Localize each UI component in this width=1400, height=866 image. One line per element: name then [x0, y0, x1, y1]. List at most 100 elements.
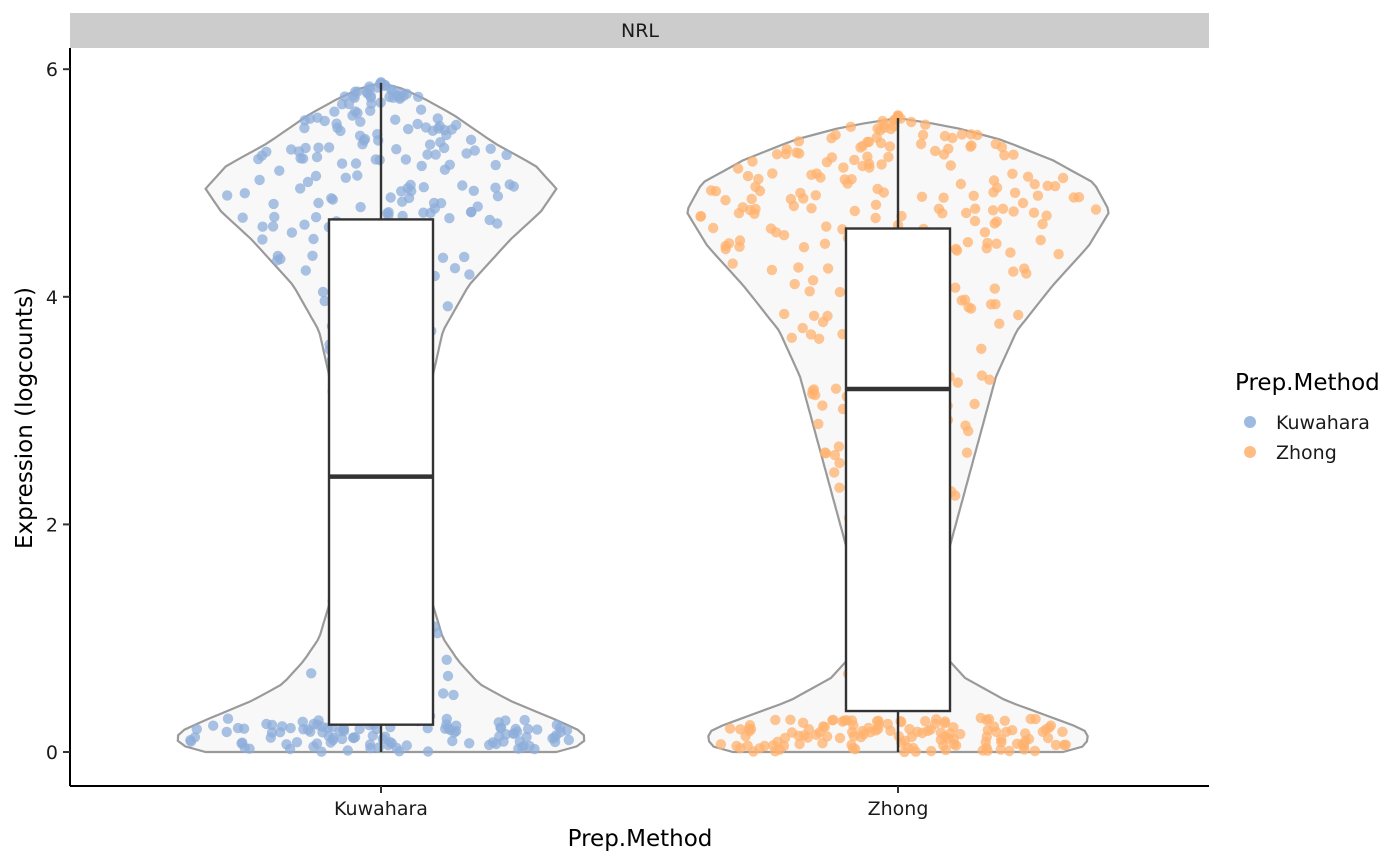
data-point [819, 721, 830, 733]
data-point [1007, 168, 1018, 179]
data-point [885, 123, 897, 135]
data-point [995, 744, 1006, 755]
data-point [424, 139, 436, 150]
data-point [785, 714, 796, 725]
data-point [985, 299, 997, 310]
data-point [305, 726, 316, 737]
data-point [275, 253, 286, 265]
data-point [863, 722, 874, 734]
data-point [391, 144, 402, 155]
data-point [422, 746, 434, 757]
data-point [498, 736, 509, 747]
data-point [362, 88, 373, 99]
data-point [513, 743, 524, 754]
data-point [563, 734, 574, 746]
data-point [286, 144, 297, 155]
data-point [343, 98, 355, 110]
data-point [960, 420, 971, 431]
data-point [715, 739, 727, 750]
data-point [917, 727, 928, 739]
data-point [984, 374, 995, 385]
data-point [870, 212, 881, 224]
data-point [1025, 713, 1037, 725]
data-point [366, 98, 377, 109]
data-point [916, 191, 928, 202]
data-point [413, 91, 424, 103]
data-point [945, 160, 956, 171]
data-point [988, 175, 1000, 186]
data-point [1013, 309, 1024, 321]
data-point [261, 718, 272, 730]
data-point [1060, 739, 1072, 750]
data-point [1043, 722, 1055, 733]
data-point [822, 310, 833, 322]
data-point [930, 718, 941, 729]
data-point [442, 670, 454, 682]
data-point [274, 165, 285, 176]
data-point [815, 172, 826, 183]
data-point [770, 714, 781, 726]
data-point [813, 333, 825, 344]
data-point [834, 732, 846, 744]
data-point [432, 113, 443, 124]
data-point [819, 238, 831, 249]
data-point [845, 121, 856, 132]
legend-key-kuwahara [1244, 416, 1256, 428]
data-point [994, 318, 1005, 329]
data-point [435, 198, 447, 209]
data-point [1037, 218, 1048, 230]
data-point [405, 179, 416, 191]
y-tick-label: 0 [46, 742, 58, 764]
data-point [1090, 204, 1102, 215]
data-point [955, 178, 967, 190]
data-point [947, 132, 958, 144]
data-point [793, 730, 804, 741]
data-point [990, 138, 1001, 150]
y-tick-label: 4 [46, 287, 58, 309]
data-point [191, 724, 202, 735]
data-point [310, 170, 322, 182]
data-point [1007, 725, 1018, 736]
data-point [442, 301, 453, 312]
data-point [387, 84, 399, 96]
data-point [813, 418, 824, 430]
data-point [484, 214, 495, 226]
data-point [469, 145, 480, 156]
data-point [444, 159, 455, 170]
data-point [791, 147, 802, 158]
data-point [355, 116, 366, 128]
data-point [385, 192, 396, 203]
data-point [465, 134, 477, 145]
data-point [834, 482, 845, 493]
data-point [319, 295, 330, 307]
data-point [323, 142, 335, 153]
data-point [266, 727, 278, 738]
data-point [952, 377, 963, 388]
data-point [821, 221, 832, 232]
data-point [991, 216, 1002, 227]
data-point [457, 180, 468, 191]
data-point [222, 713, 234, 724]
data-point [338, 725, 350, 737]
data-point [355, 201, 366, 213]
data-point [999, 150, 1010, 161]
data-point [788, 200, 799, 212]
data-point [798, 242, 810, 253]
data-point [465, 206, 477, 218]
data-point [781, 144, 792, 155]
box-kuwahara [327, 218, 435, 726]
data-point [317, 286, 329, 298]
box-zhong [844, 227, 952, 713]
data-point [743, 723, 755, 734]
data-point [295, 153, 306, 164]
data-point [1009, 187, 1021, 198]
data-point [871, 716, 883, 727]
facet-label: NRL [621, 20, 659, 42]
data-point [938, 149, 950, 160]
data-point [991, 726, 1002, 737]
data-point [982, 237, 993, 249]
data-point [1011, 738, 1023, 749]
data-point [261, 146, 272, 157]
data-point [403, 123, 414, 135]
data-point [418, 207, 429, 218]
